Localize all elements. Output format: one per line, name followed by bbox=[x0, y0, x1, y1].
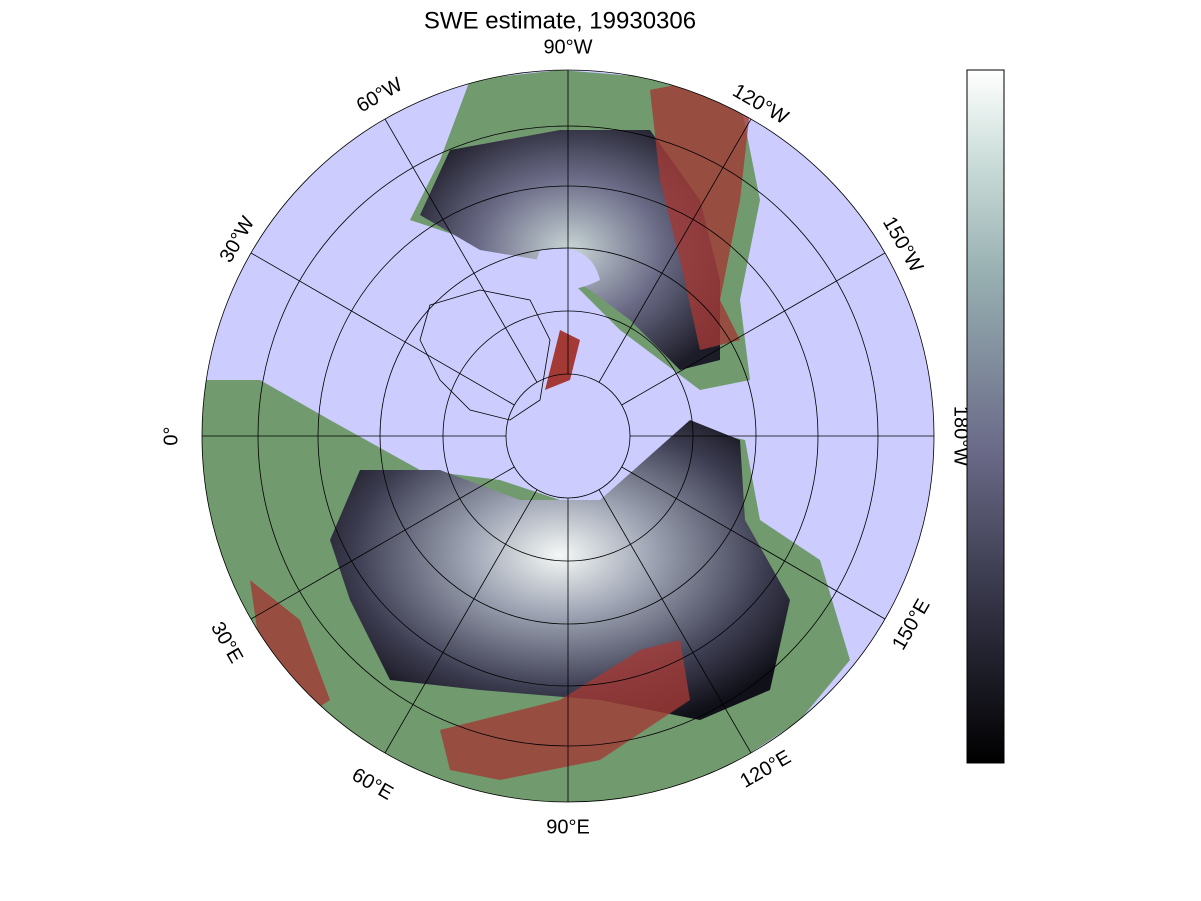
hudson-bay bbox=[530, 248, 600, 290]
longitude-label: 180°W bbox=[950, 406, 972, 466]
colorbar-scale bbox=[966, 69, 1005, 764]
longitude-label: 0° bbox=[160, 426, 182, 445]
colorbar bbox=[966, 69, 1005, 764]
meridian bbox=[250, 466, 515, 620]
meridian bbox=[598, 489, 752, 754]
meridian bbox=[621, 252, 886, 406]
meridian bbox=[598, 118, 752, 383]
mountain bbox=[250, 580, 330, 720]
graticule bbox=[201, 69, 935, 803]
meridian bbox=[621, 466, 886, 620]
mountain bbox=[650, 80, 750, 350]
meridian bbox=[250, 252, 515, 406]
longitude-label: 150°E bbox=[888, 595, 934, 653]
longitude-label: 90°E bbox=[546, 816, 590, 838]
meridian bbox=[384, 118, 538, 383]
greenland-outline bbox=[419, 289, 551, 421]
mountain bbox=[440, 640, 690, 780]
mountain bbox=[545, 330, 580, 390]
map-disk bbox=[202, 70, 934, 802]
meridian bbox=[384, 489, 538, 754]
longitude-label: 60°E bbox=[348, 764, 397, 805]
longitude-label: 60°W bbox=[353, 74, 407, 118]
longitude-label: 30°E bbox=[206, 618, 247, 667]
map-title: SWE estimate, 19930306 bbox=[424, 7, 696, 34]
longitude-label: 90°W bbox=[543, 36, 592, 58]
